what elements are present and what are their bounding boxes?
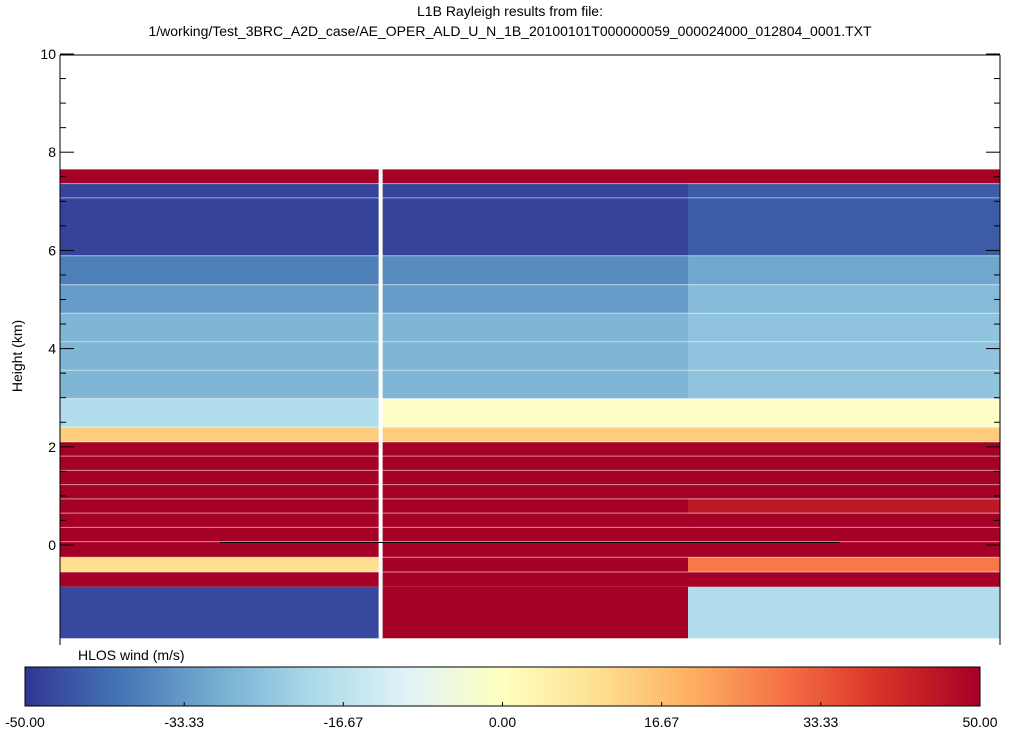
heatmap-cell-c2-r7 (688, 398, 1000, 428)
heatmap-cell-c0-r8 (60, 255, 381, 285)
plot-axes: 0 2 4 6 8 10 (40, 46, 1001, 645)
heatmap-cell-c0-r2 (60, 557, 381, 573)
y-axis-label: Height (km) (9, 320, 25, 392)
heatmap-cell-c2-r8 (688, 313, 1000, 399)
colorbar-tick-label-0: -50.00 (5, 714, 45, 730)
heatmap-cell-c1-r0 (380, 586, 689, 639)
heatmap-cell-c1-r3 (380, 398, 689, 428)
y-tick-label-6: 6 (48, 242, 56, 258)
heatmap-cells (60, 169, 1000, 639)
y-tick-label-10: 10 (40, 46, 56, 62)
heatmap-cell-c2-r0 (688, 586, 1000, 639)
heatmap-cell-c2-r6 (688, 427, 1000, 442)
heatmap-cell-c0-r0 (60, 586, 381, 639)
heatmap-cell-c2-r3 (688, 513, 1000, 558)
heatmap-cell-c0-r6 (60, 313, 381, 399)
colorbar-tick-label-6: 50.00 (962, 714, 997, 730)
heatmap-cell-c2-r12 (688, 169, 1000, 184)
heatmap-cell-c0-r10 (60, 169, 381, 184)
heatmap-cell-c2-r10 (688, 255, 1000, 285)
heatmap-cell-c2-r1 (688, 572, 1000, 587)
heatmap-cell-c1-r8 (380, 169, 689, 184)
heatmap-cell-c1-r1 (380, 441, 689, 587)
heatmap-cell-c1-r4 (380, 313, 689, 399)
heatmap-cell-c1-r7 (380, 183, 689, 256)
heatmap-cell-c0-r7 (60, 284, 381, 314)
heatmap-cell-c2-r11 (688, 183, 1000, 256)
heatmap-cell-c0-r5 (60, 398, 381, 428)
colorbar-tick-label-5: 33.33 (803, 714, 838, 730)
y-tick-label-4: 4 (48, 341, 56, 357)
y-tick-label-8: 8 (48, 144, 56, 160)
column-separator-line (378, 169, 383, 639)
colorbar: -50.00 -33.33 -16.67 0.00 16.67 33.33 50.00 (5, 666, 998, 730)
colorbar-bar (24, 666, 981, 707)
heatmap-cell-c0-r1 (60, 572, 381, 587)
heatmap-cell-c1-r2 (380, 427, 689, 442)
heatmap-cell-c0-r9 (60, 183, 381, 256)
heatmap-overlays (60, 169, 1000, 639)
heatmap-cell-c0-r4 (60, 427, 381, 442)
y-tick-label-2: 2 (48, 439, 56, 455)
heatmap-cell-c0-r3 (60, 441, 381, 558)
y-tick-label-0: 0 (48, 537, 56, 553)
colorbar-label: HLOS wind (m/s) (78, 647, 185, 663)
heatmap-cell-c2-r4 (688, 498, 1000, 514)
heatmap-cell-c1-r6 (380, 255, 689, 285)
colorbar-tick-label-1: -33.33 (164, 714, 204, 730)
colorbar-tick-label-3: 0.00 (489, 714, 516, 730)
heatmap-cell-c2-r2 (688, 557, 1000, 573)
colorbar-tick-label-2: -16.67 (323, 714, 363, 730)
heatmap-cell-c2-r9 (688, 284, 1000, 314)
chart-title-line-1: L1B Rayleigh results from file: (417, 3, 603, 19)
chart-title-line-2: 1/working/Test_3BRC_A2D_case/AE_OPER_ALD… (148, 23, 872, 39)
colorbar-tick-label-4: 16.67 (644, 714, 679, 730)
heatmap-cell-c1-r5 (380, 284, 689, 314)
